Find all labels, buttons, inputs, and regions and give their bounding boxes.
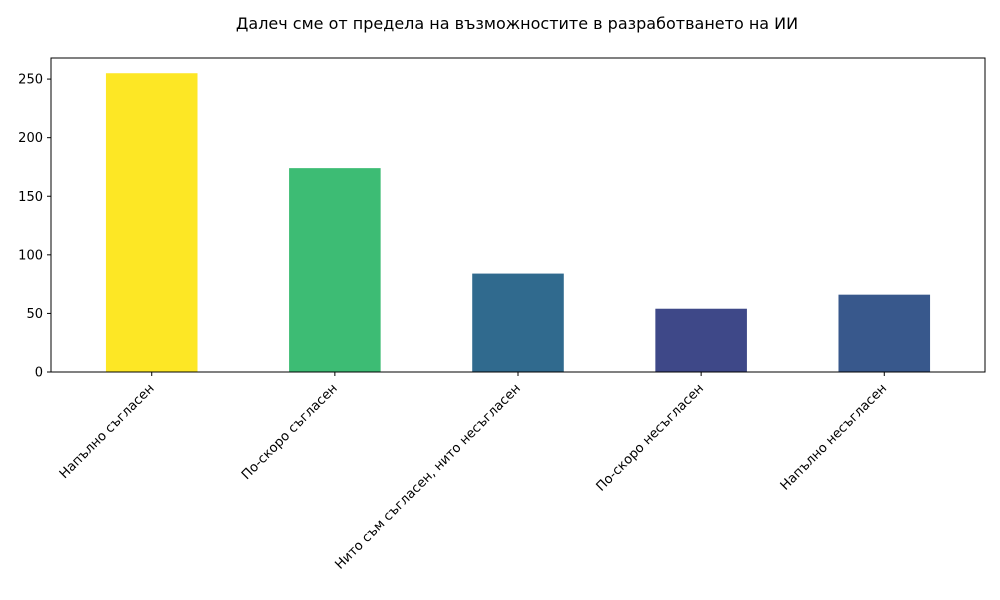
- x-tick-label: Напълно съгласен: [57, 381, 158, 482]
- x-tick-label: По-скоро съгласен: [239, 381, 341, 483]
- x-tick-label: Напълно несъгласен: [778, 381, 890, 493]
- chart-title: Далеч сме от предела на възможностите в …: [236, 14, 798, 33]
- y-tick-label: 100: [18, 248, 43, 263]
- y-tick-label: 50: [26, 307, 43, 322]
- x-tick-label: По-скоро несъгласен: [594, 381, 707, 494]
- bar-3: [472, 273, 564, 372]
- y-tick-label: 200: [18, 131, 43, 146]
- bars-group: [105, 73, 931, 372]
- bar-4: [655, 308, 747, 372]
- x-tick-label: Нито съм съгласен, нито несъгласен: [332, 381, 523, 572]
- plot-frame: [50, 57, 986, 373]
- y-axis: 0 50 100 150 200 250: [18, 73, 51, 381]
- y-tick-label: 150: [18, 190, 43, 205]
- y-tick-label: 0: [35, 366, 43, 381]
- y-tick-label: 250: [18, 73, 43, 88]
- bar-1: [105, 73, 198, 372]
- bar-2: [289, 168, 381, 372]
- bar-5: [838, 294, 931, 372]
